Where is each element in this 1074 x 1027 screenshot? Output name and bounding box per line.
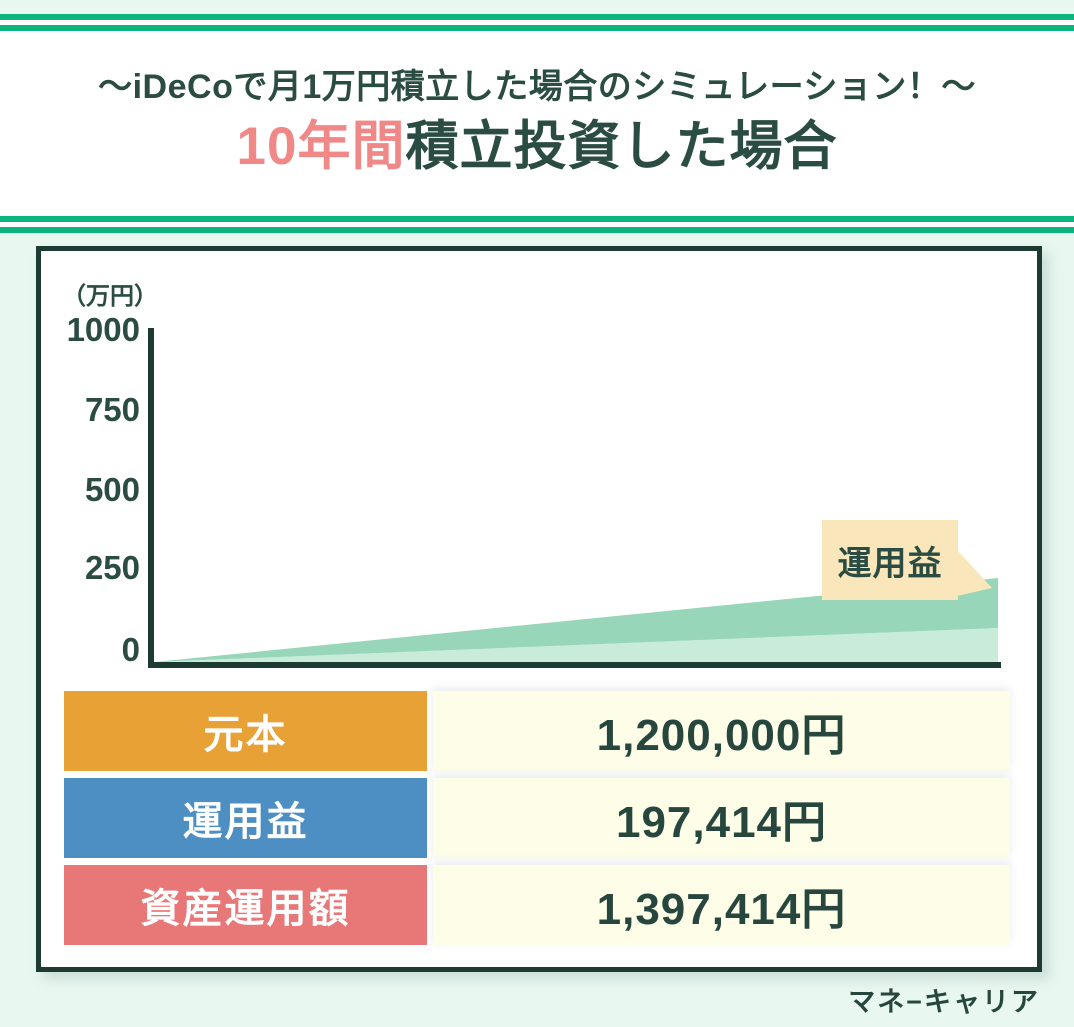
header-subtitle: ～iDeCoで月1万円積立した場合のシミュレーション！～ <box>98 68 976 106</box>
row-value-gain: 197,414円 <box>433 778 1010 858</box>
row-label-gain: 運用益 <box>64 778 427 858</box>
y-tick-250: 250 <box>84 549 140 586</box>
y-axis-unit-label: （万円） <box>62 283 158 310</box>
brand-logo-text: マネ−キャリア <box>848 987 1040 1017</box>
table-row-gain: 運用益 197,414円 <box>41 778 1037 858</box>
chart-panel: （万円） 1000 750 500 250 0 運用益 元本 1,200,000… <box>36 246 1042 972</box>
row-label-total: 資産運用額 <box>64 865 427 945</box>
page-title-highlight: 10年間 <box>236 117 406 176</box>
page-title-rest: 積立投資した場合 <box>405 117 838 176</box>
header-bottom-stripe-2 <box>0 227 1074 233</box>
y-axis-line <box>148 328 154 668</box>
y-tick-750: 750 <box>84 391 140 428</box>
x-axis-line <box>148 662 1001 668</box>
y-tick-0: 0 <box>121 631 140 668</box>
gain-annotation-bubble: 運用益 <box>822 520 958 600</box>
row-value-total: 1,397,414円 <box>433 865 1010 945</box>
y-tick-1000: 1000 <box>66 311 140 348</box>
y-tick-500: 500 <box>84 471 140 508</box>
area-chart-plot <box>148 328 1001 668</box>
table-row-principal: 元本 1,200,000円 <box>41 691 1037 771</box>
row-label-principal: 元本 <box>64 691 427 771</box>
top-stripe-2 <box>0 25 1074 31</box>
header-band <box>0 20 1074 227</box>
header-bottom-stripe-1 <box>0 216 1074 222</box>
area-series-gain <box>154 578 998 662</box>
row-value-principal: 1,200,000円 <box>433 691 1010 771</box>
chart-area: （万円） 1000 750 500 250 0 運用益 元本 1,200,000… <box>41 251 1037 967</box>
table-row-total: 資産運用額 1,397,414円 <box>41 865 1037 945</box>
page-title: 10年間積立投資した場合 <box>0 114 1074 180</box>
top-stripe-1 <box>0 14 1074 20</box>
